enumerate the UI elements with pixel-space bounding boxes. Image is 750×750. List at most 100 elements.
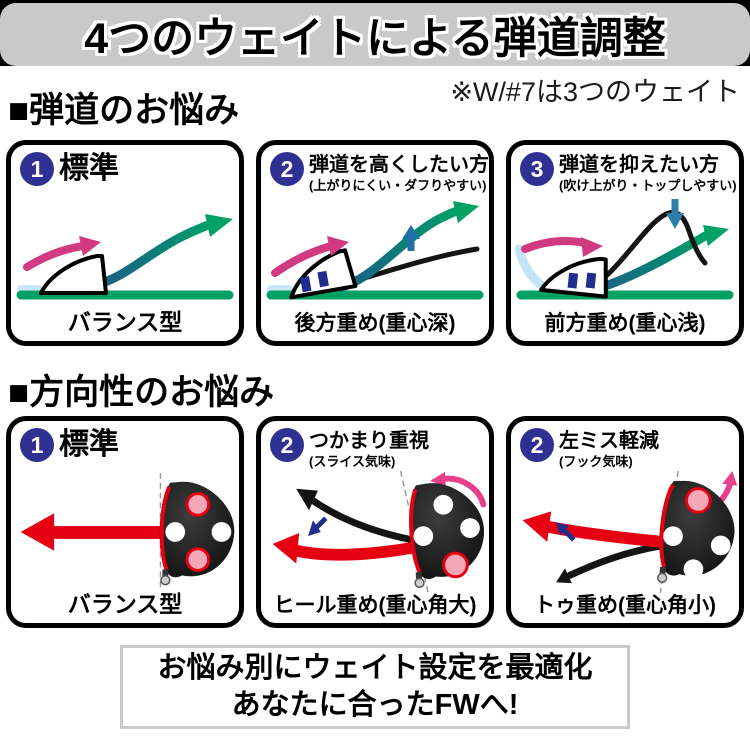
ball-flight-arrow bbox=[90, 219, 216, 290]
swing-path-arrow bbox=[521, 237, 589, 253]
panel-header-text: 弾道を高くしたい方 (上がりにくい・ダフりやすい) bbox=[309, 152, 489, 193]
ball-direction-arrow bbox=[48, 526, 163, 539]
panel-header: 2 つかまり重視 (スライス気味) bbox=[270, 428, 429, 469]
swing-path-arrowhead bbox=[327, 236, 349, 256]
panel-header-text: 弾道を抑えたい方 (吹け上がり・トップしやすい) bbox=[559, 152, 737, 193]
weight-count-note: ※W/#7は3つのウェイト bbox=[450, 77, 740, 107]
slice-path-arrow bbox=[306, 495, 416, 544]
number-badge: 2 bbox=[270, 428, 304, 462]
panel-header-text: 左ミス軽減 (フック気味) bbox=[559, 428, 659, 469]
title-banner-inner: 4つのウェイトによる弾道調整 bbox=[0, 3, 750, 66]
ball-direction-arrowhead bbox=[20, 513, 55, 551]
section-heading-direction: ■方向性のお悩み bbox=[8, 373, 275, 412]
club-sole-group bbox=[289, 248, 358, 300]
weight-port-top bbox=[433, 494, 454, 515]
panel-title: 弾道を高くしたい方 bbox=[309, 154, 489, 176]
direction-draw-art bbox=[272, 470, 487, 594]
face-rotation-arrowhead bbox=[430, 471, 446, 487]
weight-port-bottom bbox=[683, 559, 704, 580]
number-badge: 2 bbox=[520, 428, 554, 462]
panel-subtitle: (スライス気味) bbox=[309, 454, 396, 469]
summary-line-1: お悩み別にウェイト設定を最適化 bbox=[157, 652, 593, 684]
shaft-ferrule bbox=[657, 572, 668, 584]
ball-flight-arrowhead bbox=[453, 201, 479, 223]
swing-path-arrow bbox=[271, 242, 335, 277]
panel-trajectory-lower: 3 弾道を抑えたい方 (吹け上がり・トップしやすい) 前方重め(重心浅) bbox=[506, 140, 744, 346]
panel-header-text: つかまり重視 (スライス気味) bbox=[309, 428, 429, 469]
swing-path-arrowhead bbox=[79, 236, 101, 256]
section-heading-trajectory: ■弾道のお悩み bbox=[8, 91, 240, 130]
swing-path-arrowhead bbox=[581, 237, 603, 257]
correction-arrowhead bbox=[556, 522, 569, 535]
slice-path-arrowhead bbox=[296, 488, 318, 511]
correction-arrowhead bbox=[308, 520, 321, 536]
page-title: 4つのウェイトによる弾道調整 bbox=[84, 14, 666, 63]
club-head-top-view bbox=[159, 481, 235, 586]
correction-arrow bbox=[314, 516, 328, 530]
trajectory-lower-art bbox=[514, 199, 734, 300]
hosel bbox=[415, 571, 423, 580]
panel-title: 左ミス軽減 bbox=[559, 430, 659, 452]
club-face-edge bbox=[659, 483, 675, 568]
ball-flight-arrow bbox=[336, 206, 462, 292]
ball-direction-arrow bbox=[290, 541, 414, 561]
panel-header: 1 標準 bbox=[20, 428, 119, 462]
hook-path-arrow bbox=[566, 542, 666, 579]
front-weight-1 bbox=[567, 272, 579, 289]
face-rotation-arrowhead bbox=[722, 470, 738, 486]
panel-caption: ヒール重め(重心角大) bbox=[273, 594, 477, 617]
panel-direction-fade: 2 左ミス軽減 (フック気味) トゥ重め(重心 bbox=[506, 416, 744, 628]
panel-trajectory-standard: 1 標準 バランス型 bbox=[6, 140, 244, 346]
correction-arrow bbox=[562, 528, 576, 542]
panel-caption: バランス型 bbox=[67, 309, 183, 335]
panel-title: 標準 bbox=[59, 428, 119, 461]
panel-caption: バランス型 bbox=[67, 591, 183, 617]
weight-port-right bbox=[460, 518, 480, 538]
front-weight-2 bbox=[585, 272, 597, 289]
weight-port-left bbox=[413, 526, 434, 546]
weight-port-right bbox=[211, 522, 232, 542]
panel-header: 2 左ミス軽減 (フック気味) bbox=[520, 428, 659, 469]
trajectory-higher-art bbox=[266, 201, 484, 300]
club-sole bbox=[39, 254, 108, 295]
panel-caption: 後方重め(重心深) bbox=[294, 312, 456, 335]
ball-flight-arrowhead bbox=[703, 225, 729, 246]
hosel bbox=[162, 569, 169, 577]
club-head-body bbox=[159, 481, 235, 578]
panel-subtitle: (フック気味) bbox=[559, 454, 633, 469]
weight-port-bottom-active bbox=[185, 547, 211, 572]
panel-trajectory-higher: 2 弾道を高くしたい方 (上がりにくい・ダフりやすい) 後方重め(重心深) bbox=[256, 140, 494, 346]
panel-header: 3 弾道を抑えたい方 (吹け上がり・トップしやすい) bbox=[520, 152, 737, 193]
weight-port-toe-active bbox=[684, 487, 712, 514]
weight-port-left bbox=[165, 522, 186, 542]
number-badge: 1 bbox=[20, 152, 54, 186]
weight-port-heel-active bbox=[442, 551, 469, 579]
number-badge: 3 bbox=[520, 152, 554, 186]
shaft-ferrule bbox=[414, 577, 425, 589]
club-face-edge bbox=[159, 485, 172, 571]
panel-subtitle: (吹け上がり・トップしやすい) bbox=[559, 178, 737, 193]
weight-port-right bbox=[710, 535, 731, 556]
number-badge: 1 bbox=[20, 428, 54, 462]
club-head-top-view bbox=[409, 483, 484, 589]
ball-direction-arrowhead bbox=[522, 511, 552, 542]
trajectory-standard-art bbox=[16, 214, 234, 300]
panel-header: 1 標準 bbox=[20, 152, 119, 186]
direction-fade-art bbox=[522, 470, 738, 594]
panel-title: 弾道を抑えたい方 bbox=[559, 154, 719, 176]
club-head-body bbox=[409, 483, 484, 580]
summary-line-2: あなたに合ったFWへ! bbox=[231, 689, 519, 721]
ball-flight-arrowhead bbox=[205, 214, 233, 237]
hosel bbox=[659, 566, 666, 575]
swing-path-arrow bbox=[23, 242, 87, 271]
ball-direction-arrow bbox=[543, 520, 663, 548]
panel-direction-standard: 1 標準 バランス型 bbox=[6, 416, 244, 628]
panel-title: つかまり重視 bbox=[309, 430, 429, 452]
face-rotation-arrow bbox=[440, 475, 487, 508]
higher-arrowhead bbox=[402, 225, 420, 239]
rear-weight-2 bbox=[317, 270, 329, 288]
panel-header: 2 弾道を高くしたい方 (上がりにくい・ダフりやすい) bbox=[270, 152, 489, 193]
title-banner: 4つのウェイトによる弾道調整 bbox=[0, 0, 750, 66]
club-head-top-view bbox=[657, 480, 735, 584]
rear-weight-1 bbox=[300, 275, 312, 293]
